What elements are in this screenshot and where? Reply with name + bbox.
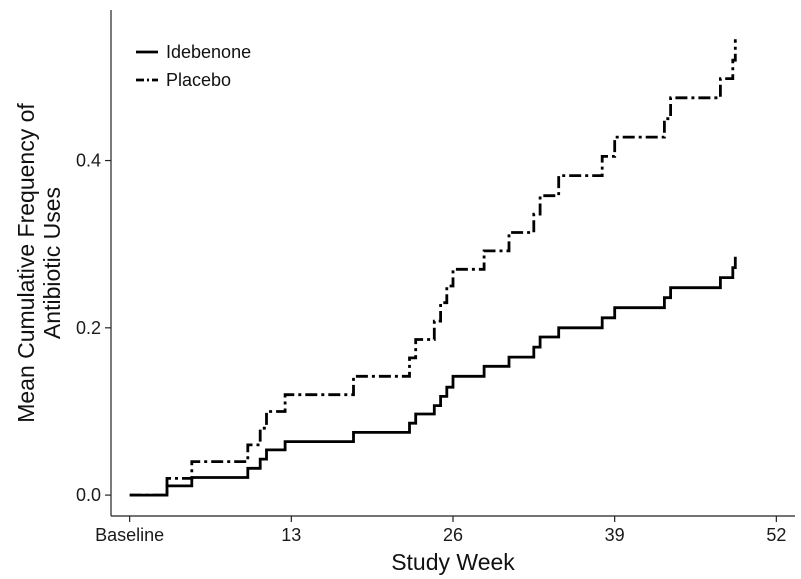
x-tick-label: 39 bbox=[605, 525, 625, 545]
series-line-placebo bbox=[129, 39, 737, 497]
y-tick-label: 0.2 bbox=[76, 318, 101, 338]
x-tick-label: Baseline bbox=[95, 525, 164, 545]
y-tick-label: 0.0 bbox=[76, 485, 101, 505]
y-axis-title-line-2: Antibiotic Uses bbox=[39, 187, 65, 339]
legend-item-idebenone: Idebenone bbox=[136, 42, 251, 62]
legend-item-placebo: Placebo bbox=[136, 70, 231, 90]
x-tick-label: 13 bbox=[281, 525, 301, 545]
legend: Idebenone Placebo bbox=[136, 42, 251, 90]
plot-series-group bbox=[129, 39, 737, 497]
x-axis-title: Study Week bbox=[391, 549, 515, 575]
x-axis-ticks: Baseline 13 26 39 52 bbox=[95, 516, 786, 545]
axes: Baseline 13 26 39 52 0.0 0.2 0.4 bbox=[76, 10, 795, 545]
series-line-idebenone bbox=[129, 256, 737, 497]
y-tick-label: 0.4 bbox=[76, 151, 101, 171]
y-axis-ticks: 0.0 0.2 0.4 bbox=[76, 151, 111, 505]
legend-label-placebo: Placebo bbox=[166, 70, 231, 90]
legend-label-idebenone: Idebenone bbox=[166, 42, 251, 62]
x-tick-label: 52 bbox=[766, 525, 786, 545]
y-axis-title: Mean Cumulative Frequency of Antibiotic … bbox=[13, 103, 65, 423]
y-axis-title-line-1: Mean Cumulative Frequency of bbox=[13, 103, 39, 423]
x-tick-label: 26 bbox=[443, 525, 463, 545]
